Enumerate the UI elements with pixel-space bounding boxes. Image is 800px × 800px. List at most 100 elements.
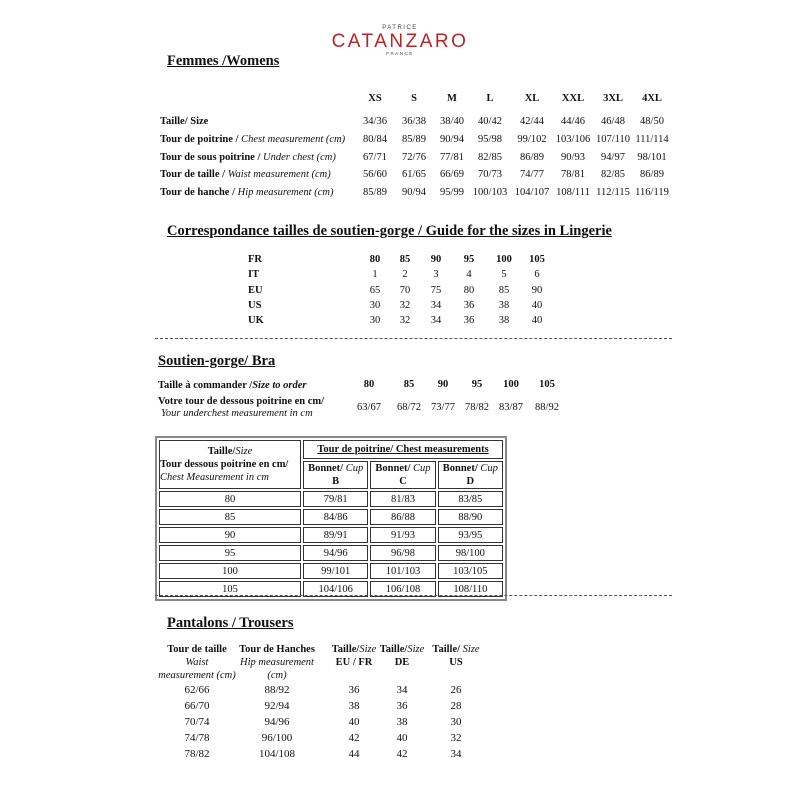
size-value: 78/81 (561, 169, 585, 180)
trousers-title: Pantalons / Trousers (167, 615, 294, 631)
logo-bottom-text: FRANCE (386, 51, 414, 56)
size-value: 103/106 (555, 134, 591, 145)
chest-value: 106/108 (370, 581, 436, 597)
size-value: 108/111 (556, 187, 590, 198)
label-italic: Under chest (cm) (260, 152, 336, 163)
label-bold: Bonnet/ (442, 463, 478, 474)
size-value: 40 (531, 315, 543, 327)
size-value: 30 (450, 716, 462, 728)
cup-letter: C (399, 476, 407, 487)
size-value: 56/60 (363, 169, 387, 180)
table-row: 100 99/101 101/103 103/105 (159, 563, 503, 579)
underchest-value: 88/92 (535, 402, 559, 413)
size-value: 28 (450, 700, 462, 712)
table-row: 80 79/81 81/83 83/85 (159, 491, 503, 507)
header-bold: Taille/ (331, 644, 360, 655)
label-italic: Cup (410, 463, 431, 474)
size-value: 65 (369, 284, 381, 296)
chest-value: 88/90 (437, 509, 503, 525)
size-value: 70/74 (184, 716, 210, 728)
chest-value: 98/100 (437, 545, 503, 561)
size-value: 67/71 (363, 152, 387, 163)
row-label: Tour de poitrine / Chest measurement (cm… (160, 134, 345, 145)
size-value: 32 (399, 299, 411, 311)
chest-value: 86/88 (370, 509, 436, 525)
header-chest: Tour de poitrine/ Chest measurements (303, 440, 503, 459)
size-value: 90/94 (440, 134, 464, 145)
chest-value: 81/83 (370, 491, 436, 507)
size-value: 44 (348, 748, 360, 760)
header-italic: Size (460, 644, 480, 655)
row-label: Tour de hanche / Hip measurement (cm) (160, 187, 333, 198)
cup-letter: D (466, 476, 475, 487)
size-value: 86/89 (640, 169, 664, 180)
label-italic: Size (235, 446, 253, 457)
size-value: 40 (348, 716, 360, 728)
column-header: Taille/Size (380, 644, 425, 655)
size-value: 80/84 (363, 134, 387, 145)
cup-header: Bonnet/ Cup D (437, 461, 503, 489)
logo-name: CATANZARO (331, 31, 469, 52)
size-value: 104/108 (258, 748, 296, 760)
chest-header: Tour de poitrine/ Chest measurements (317, 444, 489, 455)
label-bold: Taille à commander / (158, 380, 253, 391)
size-value: 66/70 (184, 700, 210, 712)
header-subline: measurement (cm) (158, 670, 236, 681)
lingerie-title: Correspondance tailles de soutien-gorge … (167, 223, 612, 239)
size-header: 3XL (603, 93, 623, 104)
chest-value: 94/96 (303, 545, 369, 561)
size-value: 32 (450, 732, 462, 744)
size-value: 112/115 (596, 187, 630, 198)
size-value: 1 (372, 269, 378, 281)
header-subline: Hip measurement (240, 657, 314, 668)
size-value: 75 (430, 284, 442, 296)
underchest-label: Votre tour de dessous poitrine en cm/ (158, 396, 325, 407)
size-value: 42 (396, 748, 408, 760)
size-value: 61/65 (402, 169, 426, 180)
size-value: 80 (369, 254, 381, 265)
label-bold: Bonnet/ (308, 463, 344, 474)
size-value: 30 (369, 315, 381, 327)
header-bold: Taille/ (432, 644, 461, 655)
label-italic: Hip measurement (cm) (234, 187, 334, 198)
size-value: 88/92 (264, 684, 290, 696)
label-bold: Taille/ (207, 446, 236, 457)
size-value: 96/100 (261, 732, 293, 744)
label-italic: Size to order (252, 380, 307, 391)
column-header: Taille/ Size (432, 644, 479, 655)
size-value: 90/94 (402, 187, 426, 198)
size-value: 66/69 (440, 169, 464, 180)
label-bold: Taille/ Size (160, 116, 209, 127)
size-value: 34 (430, 299, 442, 311)
row-label: Tour de sous poitrine / Under chest (cm) (160, 152, 336, 163)
underchest-value: 73/77 (431, 402, 455, 413)
size-header: M (447, 93, 457, 104)
size-value: 78/82 (184, 748, 210, 760)
divider (155, 338, 672, 339)
header-subline: (cm) (267, 670, 287, 681)
order-size: 105 (539, 379, 555, 390)
size-value: 74/78 (184, 732, 210, 744)
chest-value: 89/91 (303, 527, 369, 543)
table-row: 105 104/106 106/108 108/110 (159, 581, 503, 597)
cup-header: Bonnet/ Cup B (303, 461, 369, 489)
underchest-label-en: Your underchest measurement in cm (161, 408, 313, 419)
row-label: Taille/ Size (160, 116, 208, 127)
size-header: XXL (561, 93, 585, 104)
bra-title: Soutien-gorge/ Bra (158, 353, 276, 369)
size-value: 36 (396, 700, 408, 712)
label-italic: Cup (343, 463, 364, 474)
size-value: 36 (463, 315, 475, 327)
size-value: 82/85 (601, 169, 625, 180)
size-value: 46/48 (601, 116, 625, 127)
size-value: 38/40 (440, 116, 464, 127)
size-value: 44/46 (561, 116, 585, 127)
label-italic: Chest Measurement in cm (160, 472, 269, 483)
size-value: 42 (348, 732, 360, 744)
chest-value: 84/86 (303, 509, 369, 525)
order-size: 95 (471, 379, 483, 390)
size-value: 100 (496, 254, 512, 265)
size-value: 70/73 (478, 169, 502, 180)
band-size: 85 (159, 509, 301, 525)
size-value: 77/81 (440, 152, 464, 163)
